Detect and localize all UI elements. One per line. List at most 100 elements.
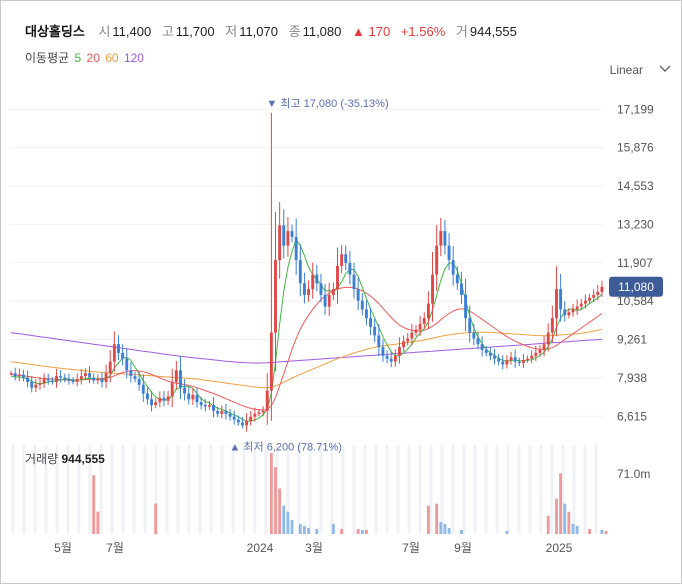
candle [542,344,546,350]
x-tick-label: 9월 [454,541,472,555]
y-tick-label: 11,907 [617,256,653,270]
volume-bar [92,475,96,534]
candle [493,355,496,359]
volume-bar [340,528,344,534]
candle [298,260,302,284]
y-tick-label: 7,938 [617,371,647,385]
candle [150,399,153,406]
current-price-label: 11,080 [618,280,654,294]
candle [319,283,323,295]
chevron-down-icon[interactable] [659,65,671,73]
candle [323,294,327,307]
candle [460,283,463,295]
volume-bar [274,467,277,534]
candle [360,300,364,310]
candle [141,384,145,394]
candle [170,381,174,397]
candle [236,419,240,423]
candle [369,318,372,327]
candle [402,341,406,348]
scale-mode-selector[interactable]: Linear [609,63,643,77]
candle [583,300,587,304]
candle [228,413,232,417]
candle [555,289,558,319]
candle [592,294,596,298]
ma-5-line [11,238,603,422]
volume-bar [154,503,158,534]
stock-name: 대상홀딩스 [25,24,85,39]
candle [67,379,71,381]
change-value: 170 [368,24,391,39]
change-arrow-icon: ▲ [352,24,365,39]
candle [509,357,513,361]
ma-120-line [11,332,602,364]
candle [571,309,575,313]
candle [385,355,389,359]
candle [183,387,187,394]
volume-bar [269,453,273,534]
volume-bar [460,529,463,534]
candle [129,370,133,377]
candle [521,360,525,364]
candle [307,289,311,295]
candle [179,370,182,388]
x-tick-label: 7월 [402,541,420,555]
candle [546,332,550,345]
low-value: 11,070 [239,24,278,39]
volume-bar [290,519,294,534]
candle [187,393,191,400]
candle [71,380,75,382]
candle [38,383,42,385]
candle [162,397,166,401]
candle [75,379,79,382]
candle [257,412,261,414]
volume-bar [571,523,575,534]
candle [447,245,451,261]
candle [451,260,455,275]
candle [389,358,393,362]
candle [241,422,244,426]
candle [92,377,96,381]
moving-average-legend[interactable]: 이동평균 5 20 60 120 [25,49,146,66]
candle [117,344,120,353]
candle [422,318,426,324]
candle [455,274,459,284]
candle [274,260,277,333]
volume-bar [559,473,563,534]
volume-bar [546,515,550,534]
close-value: 11,080 [302,24,342,39]
candle [356,289,360,301]
x-tick-label: 2024 [247,541,274,555]
candle [9,373,13,375]
candle [220,410,224,414]
candle [34,384,38,388]
candle [232,416,236,420]
candle [588,297,591,301]
candle [468,318,472,333]
volume-bar [447,527,451,534]
candle [290,231,294,237]
volume-panel-label: 거래량 944,555 [25,452,105,466]
candle [327,294,331,307]
candle [497,358,501,362]
candle [302,283,306,295]
candle [377,335,381,348]
candle [484,350,488,353]
open-label: 시 [98,24,111,39]
candle [563,309,567,316]
volume-bar [286,511,290,534]
candle [435,245,439,275]
volume-bar [604,530,608,534]
volume-bar [443,523,447,534]
candle [154,402,158,406]
volume-bar [360,529,364,534]
candle [13,373,17,377]
candle [517,361,521,364]
candle [352,274,356,290]
candle [315,274,319,284]
candle [406,338,410,342]
volume-bar [555,498,558,534]
candle [22,374,25,378]
candle [108,361,112,374]
